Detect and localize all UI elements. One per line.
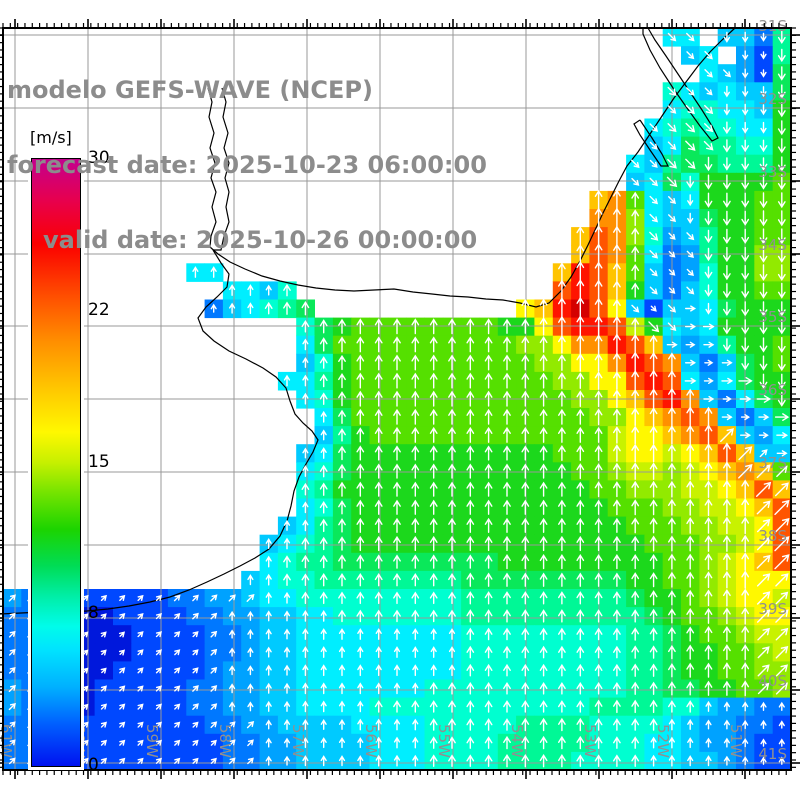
latitude-label: 41S bbox=[758, 745, 787, 763]
latitude-label: 32S bbox=[758, 90, 787, 108]
longitude-label: 52W bbox=[654, 724, 672, 758]
latitude-label: 37S bbox=[758, 454, 787, 472]
longitude-label: 53W bbox=[581, 724, 599, 758]
model-title: modelo GEFS-WAVE (NCEP) forecast date: 2… bbox=[7, 28, 487, 303]
longitude-label: 58W bbox=[216, 724, 234, 758]
latitude-label: 40S bbox=[758, 672, 787, 690]
longitude-label: 59W bbox=[143, 724, 161, 758]
longitude-label: 56W bbox=[362, 724, 380, 758]
colorbar-tick-label: 30 bbox=[88, 148, 110, 168]
latitude-label: 33S bbox=[758, 163, 787, 181]
axis-ticks bbox=[0, 19, 800, 779]
latitude-label: 36S bbox=[758, 381, 787, 399]
latitude-label: 31S bbox=[758, 17, 787, 35]
colorbar-tick-label: 22 bbox=[88, 299, 110, 320]
colorbar-tick-label: 15 bbox=[88, 451, 110, 472]
colorbar bbox=[28, 155, 84, 770]
longitude-label: 57W bbox=[289, 724, 307, 758]
latitude-label: 39S bbox=[758, 600, 787, 618]
colorbar-tick-label: 0 bbox=[88, 755, 99, 775]
longitude-label: 55W bbox=[435, 724, 453, 758]
latitude-label: 38S bbox=[758, 527, 787, 545]
longitude-label: 51W bbox=[727, 724, 745, 758]
title-line-model: modelo GEFS-WAVE (NCEP) bbox=[7, 76, 373, 104]
colorbar-unit-label: [m/s] bbox=[30, 128, 72, 147]
latitude-label: 34S bbox=[758, 236, 787, 254]
latitude-label: 35S bbox=[758, 308, 787, 326]
colorbar-tick-label: 8 bbox=[88, 603, 99, 624]
longitude-label: 54W bbox=[508, 724, 526, 758]
colorbar-gradient bbox=[32, 159, 80, 766]
title-line-valid-date: valid date: 2025-10-26 00:00:00 bbox=[43, 226, 478, 254]
coastline bbox=[0, 27, 736, 615]
title-line-forecast-date: forecast date: 2025-10-23 06:00:00 bbox=[7, 151, 487, 179]
axis-labels: 61W60W59W58W57W56W55W54W53W52W51W31S32S3… bbox=[0, 17, 787, 763]
wind-direction-arrows bbox=[8, 30, 790, 768]
